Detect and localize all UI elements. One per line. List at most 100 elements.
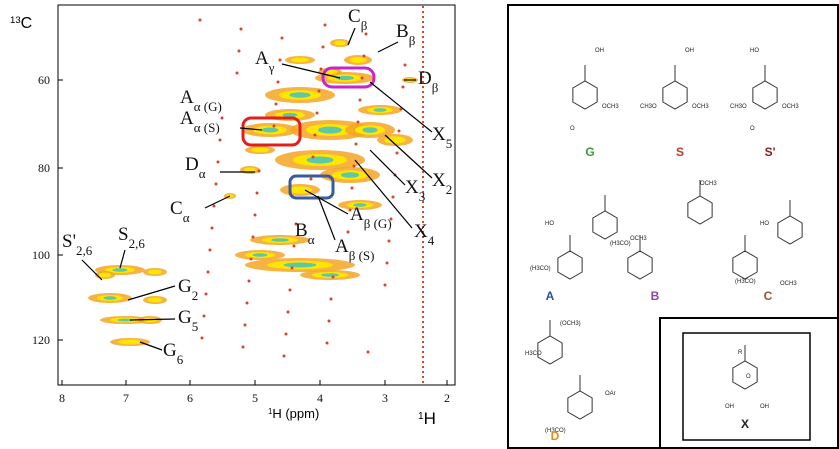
substituent: OH xyxy=(595,48,604,54)
annotation: X5 xyxy=(432,124,452,151)
annotation-sub: 5 xyxy=(192,319,199,334)
ring xyxy=(777,215,803,245)
annotation-line xyxy=(139,341,163,351)
contour xyxy=(383,283,387,287)
contour xyxy=(147,297,163,303)
annotation: Bα xyxy=(295,220,315,247)
annotation-line xyxy=(369,149,406,186)
substituent: (H3CO) xyxy=(545,428,566,434)
contour xyxy=(284,332,288,336)
contour xyxy=(235,71,239,75)
structure-label: A xyxy=(546,289,555,303)
annotation: Aγ xyxy=(255,48,275,75)
contour xyxy=(198,18,202,22)
substituent: (H3CO) xyxy=(610,241,631,247)
y-axis-label: 13C xyxy=(10,15,32,33)
x-tick-label: 4 xyxy=(317,391,323,405)
substituent: HO xyxy=(545,221,554,227)
contour xyxy=(350,186,354,190)
corner-label-main: H xyxy=(424,409,436,428)
contour xyxy=(348,208,352,212)
contour xyxy=(391,195,395,199)
contour xyxy=(366,350,370,354)
y-tick-label: 60 xyxy=(38,73,50,87)
annotation-main: G xyxy=(178,307,192,328)
annotation-line xyxy=(347,27,356,46)
highlight-box xyxy=(321,66,376,89)
annotation-main: C xyxy=(170,198,183,219)
contour xyxy=(216,160,220,164)
contour xyxy=(274,102,278,106)
substituent: OCH3 xyxy=(780,281,797,287)
contour xyxy=(341,172,359,178)
contour xyxy=(306,156,334,164)
y-tick-label: 80 xyxy=(38,161,50,175)
contour xyxy=(346,230,350,234)
contour xyxy=(118,339,142,345)
spectrum-frame xyxy=(57,4,456,386)
contour xyxy=(283,262,317,268)
annotation-sub: α xyxy=(308,232,315,247)
contour xyxy=(218,138,222,142)
contour xyxy=(318,126,342,134)
annotation-sub: α xyxy=(183,210,190,225)
annotation-sub: γ xyxy=(268,60,275,75)
annotation: Aα (G) xyxy=(180,87,222,114)
contour xyxy=(117,318,133,322)
annotation-main: B xyxy=(295,220,308,241)
contour xyxy=(280,36,284,40)
x-tick-label: 3 xyxy=(382,391,388,405)
annotation-sub: 2,6 xyxy=(76,243,93,258)
contour xyxy=(252,253,268,257)
structure-label: S xyxy=(676,145,684,159)
annotation-sub: 5 xyxy=(446,136,453,151)
ring xyxy=(537,335,563,365)
annotation-sub: 2,6 xyxy=(129,236,146,251)
structure-label: X xyxy=(741,417,749,431)
ring xyxy=(732,360,758,390)
structure-label: B xyxy=(651,289,660,303)
substituent: OH xyxy=(725,404,734,410)
annotation-sub: α (S) xyxy=(194,120,220,135)
annotation-line xyxy=(369,81,433,133)
y-axis-label-sup: 13 xyxy=(10,15,21,26)
x-axis-label-main: H (ppm) xyxy=(272,406,319,421)
contour xyxy=(282,112,298,118)
ring xyxy=(732,250,758,280)
annotation-sub: β xyxy=(409,33,416,48)
annotation: Cα xyxy=(170,198,190,225)
contour xyxy=(220,116,224,120)
annotation: X4 xyxy=(414,221,435,248)
annotation: S2,6 xyxy=(118,224,145,251)
contour xyxy=(210,226,214,230)
ring xyxy=(662,80,688,110)
corner-label-sup: 1 xyxy=(418,411,424,422)
structure-label: D xyxy=(551,429,560,443)
annotation-line xyxy=(317,195,336,241)
structures-frame xyxy=(507,4,839,449)
annotation-sub: β (S) xyxy=(349,248,375,263)
contour xyxy=(321,273,339,277)
substituent: CH3O xyxy=(640,104,657,110)
contour xyxy=(384,136,406,144)
substituent: O xyxy=(746,374,751,380)
contour xyxy=(354,142,358,146)
contour xyxy=(362,54,366,58)
contour xyxy=(244,167,256,173)
x-tick-label: 5 xyxy=(252,391,258,405)
annotation: Bβ xyxy=(396,21,416,48)
annotation-sub: β (G) xyxy=(364,216,392,231)
contour xyxy=(364,32,368,36)
substituent: OCH3 xyxy=(602,104,619,110)
contour xyxy=(245,301,249,305)
annotation-main: B xyxy=(396,21,409,42)
annotation-main: A xyxy=(180,108,194,129)
contour xyxy=(278,58,282,62)
annotation-main: A xyxy=(255,48,269,69)
contour xyxy=(204,292,208,296)
substituent: OH xyxy=(685,48,694,54)
contour xyxy=(352,164,356,168)
contour xyxy=(288,186,312,194)
contour xyxy=(353,203,367,207)
